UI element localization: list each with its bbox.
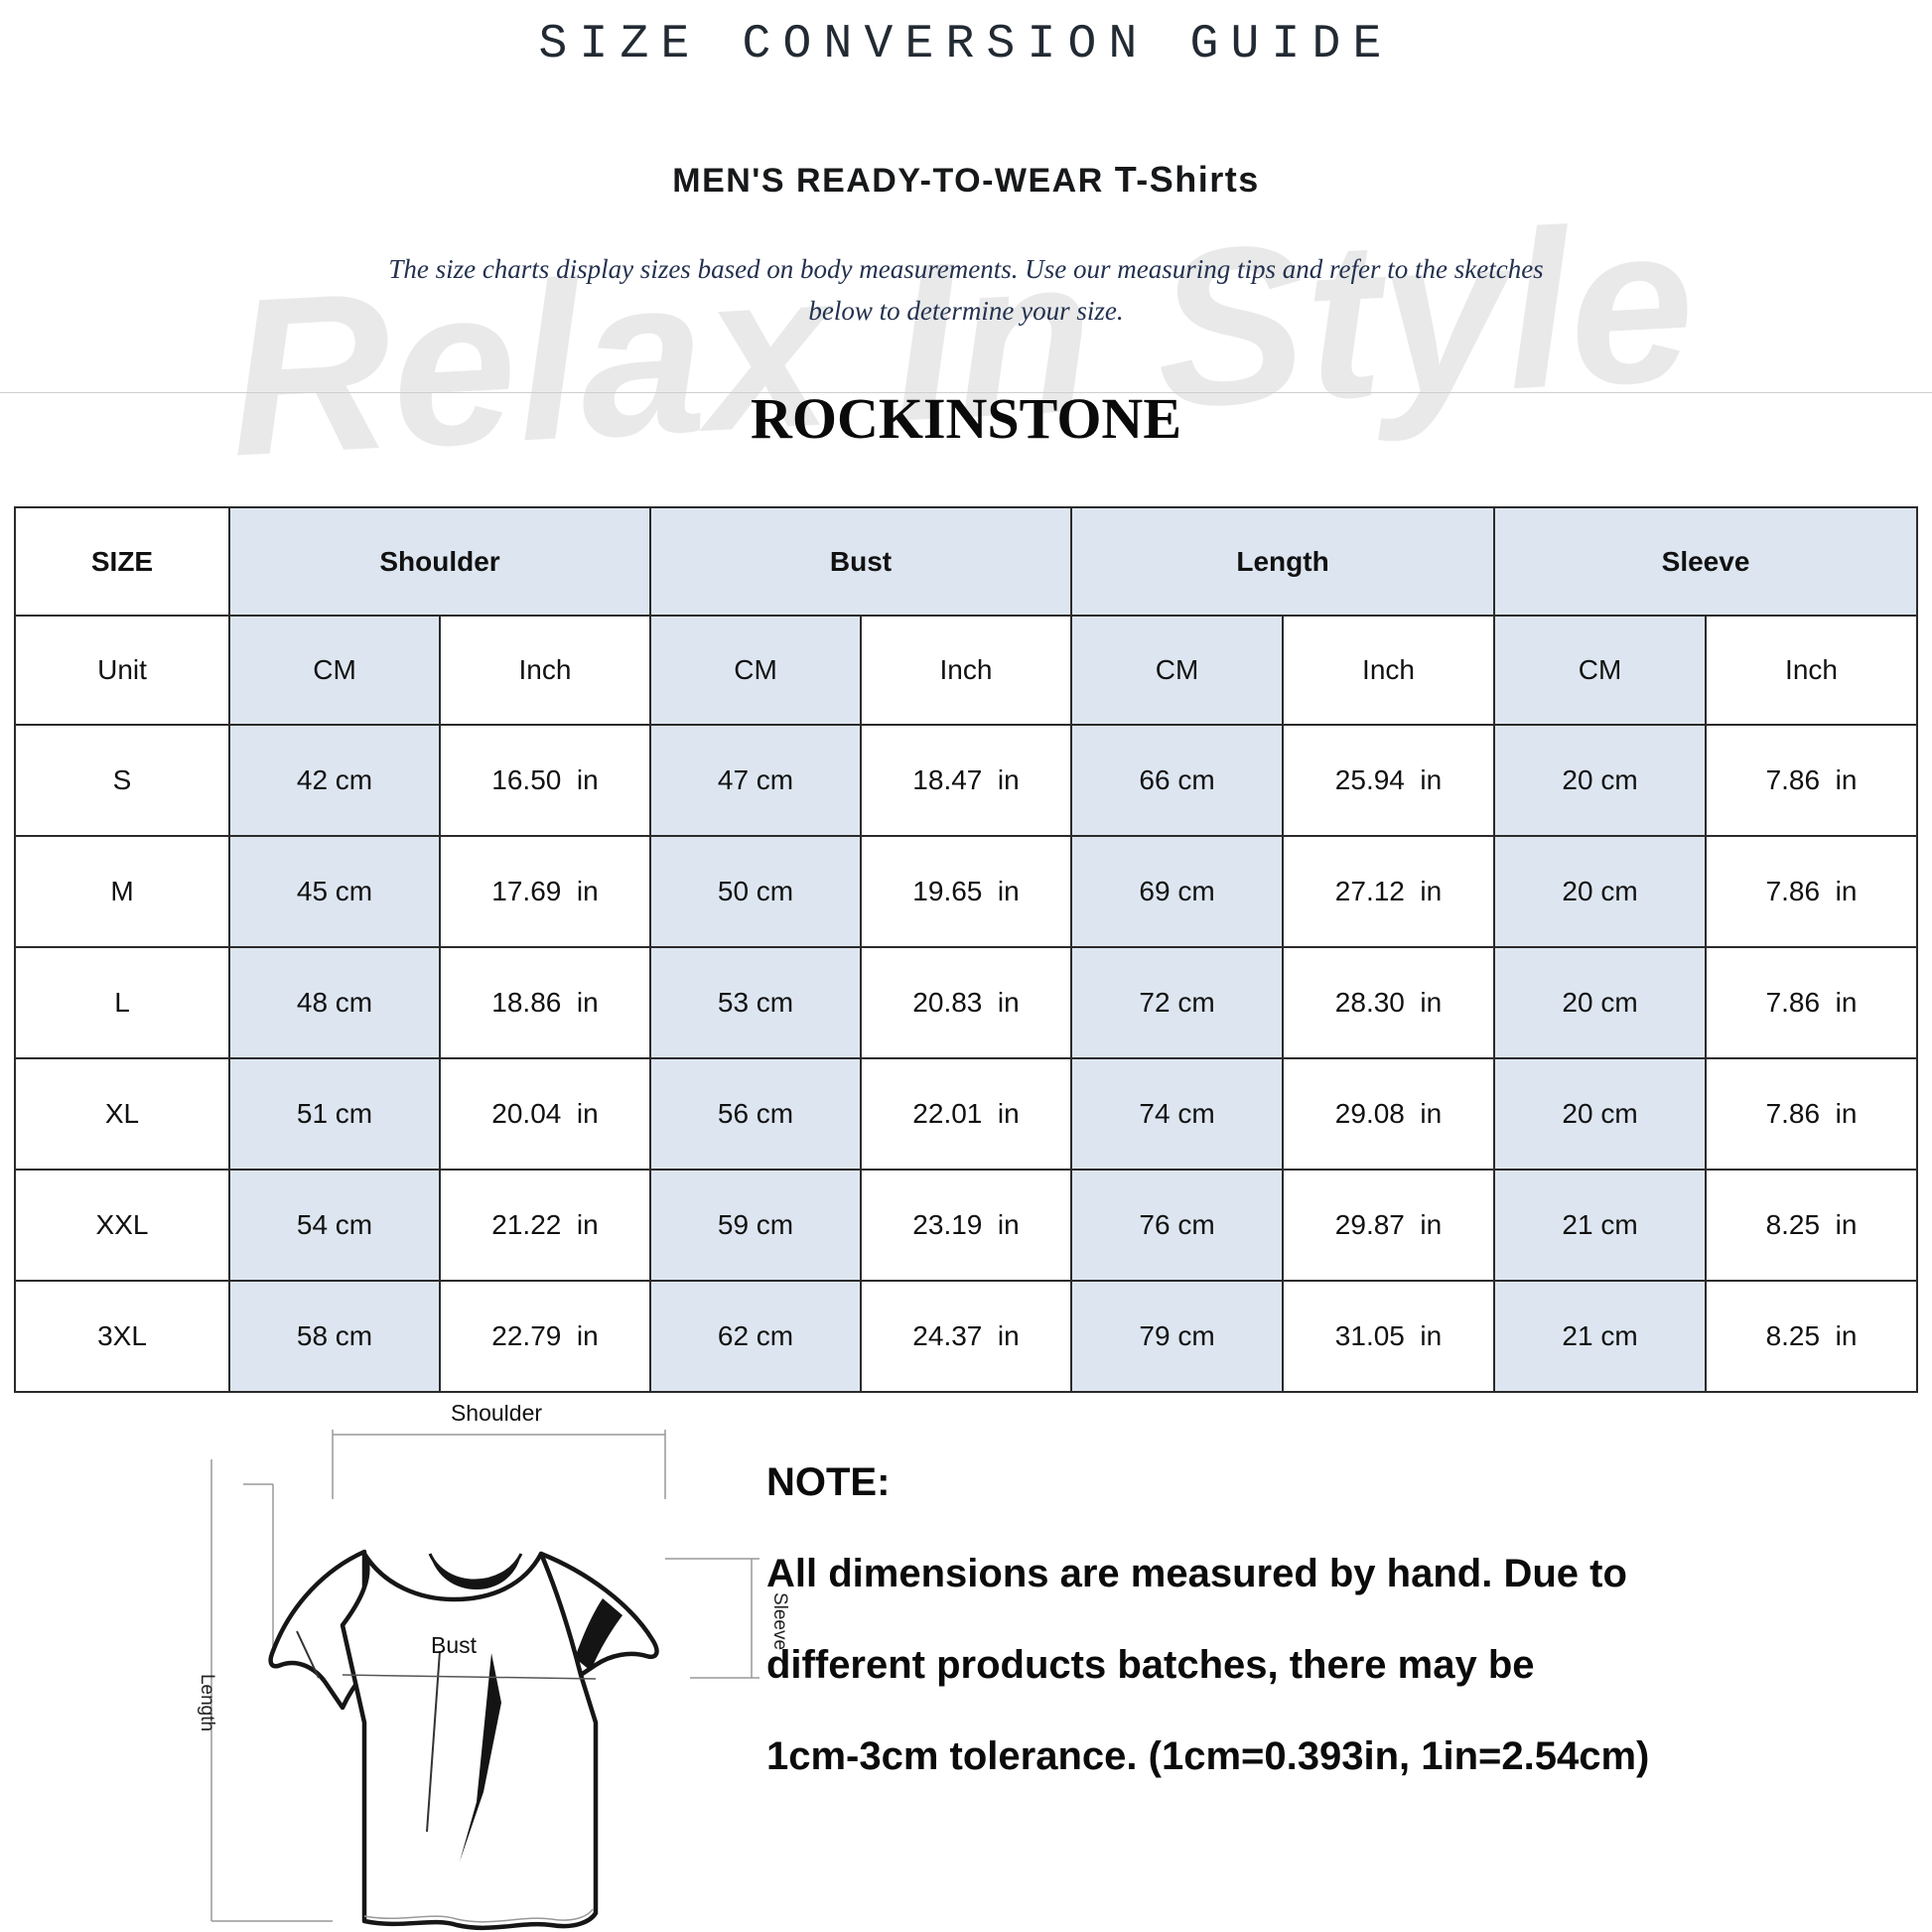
svg-text:Bust: Bust xyxy=(431,1632,478,1658)
svg-text:Shoulder: Shoulder xyxy=(451,1405,542,1426)
svg-text:Length: Length xyxy=(197,1674,217,1731)
